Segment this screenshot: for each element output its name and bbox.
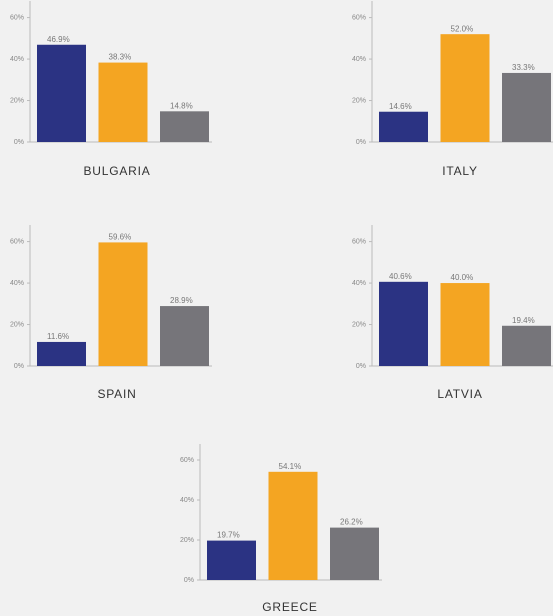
chart-title: LATVIA: [437, 387, 482, 401]
chart-title: SPAIN: [97, 387, 136, 401]
value-label: 19.7%: [217, 531, 240, 540]
y-tick-label: 0%: [14, 363, 24, 370]
value-label: 14.6%: [389, 102, 412, 111]
value-label: 40.6%: [389, 272, 412, 281]
value-label: 59.6%: [109, 233, 132, 242]
value-label: 46.9%: [47, 35, 70, 44]
bar: [502, 325, 551, 366]
value-label: 14.8%: [170, 101, 193, 110]
value-label: 40.0%: [451, 273, 474, 282]
chart-title: ITALY: [442, 164, 478, 178]
y-tick-label: 40%: [180, 497, 194, 504]
bar: [502, 72, 551, 142]
y-tick-label: 40%: [10, 280, 24, 287]
value-label: 33.3%: [512, 63, 535, 72]
bar: [440, 283, 490, 366]
y-tick-label: 40%: [352, 280, 366, 287]
chart-title: GREECE: [262, 600, 317, 614]
bar: [160, 111, 209, 142]
bar: [379, 111, 428, 142]
chart-title: BULGARIA: [83, 164, 150, 178]
y-tick-label: 40%: [352, 56, 366, 63]
y-tick-label: 0%: [356, 139, 366, 146]
bar: [268, 471, 318, 580]
value-label: 28.9%: [170, 296, 193, 305]
y-tick-label: 20%: [352, 321, 366, 328]
value-label: 11.6%: [47, 332, 69, 341]
y-tick-label: 20%: [10, 97, 24, 104]
y-tick-label: 40%: [10, 56, 24, 63]
bar: [160, 306, 209, 366]
bar: [330, 527, 379, 580]
y-tick-label: 20%: [180, 537, 194, 544]
value-label: 52.0%: [451, 24, 474, 33]
y-tick-label: 20%: [10, 321, 24, 328]
bar: [379, 281, 428, 366]
y-tick-label: 60%: [352, 238, 366, 245]
y-tick-label: 0%: [356, 363, 366, 370]
y-tick-label: 20%: [352, 97, 366, 104]
y-tick-label: 60%: [352, 14, 366, 21]
y-tick-label: 0%: [184, 577, 194, 584]
value-label: 38.3%: [109, 53, 132, 62]
y-tick-label: 60%: [10, 14, 24, 21]
y-tick-label: 0%: [14, 139, 24, 146]
value-label: 26.2%: [340, 518, 363, 527]
y-tick-label: 60%: [10, 238, 24, 245]
y-tick-label: 60%: [180, 457, 194, 464]
bar: [98, 242, 148, 366]
bar: [37, 44, 86, 143]
bar: [37, 341, 86, 366]
value-label: 54.1%: [279, 462, 302, 471]
value-label: 19.4%: [512, 316, 535, 325]
bar: [440, 34, 490, 143]
bar: [207, 540, 256, 580]
bar: [98, 62, 148, 142]
